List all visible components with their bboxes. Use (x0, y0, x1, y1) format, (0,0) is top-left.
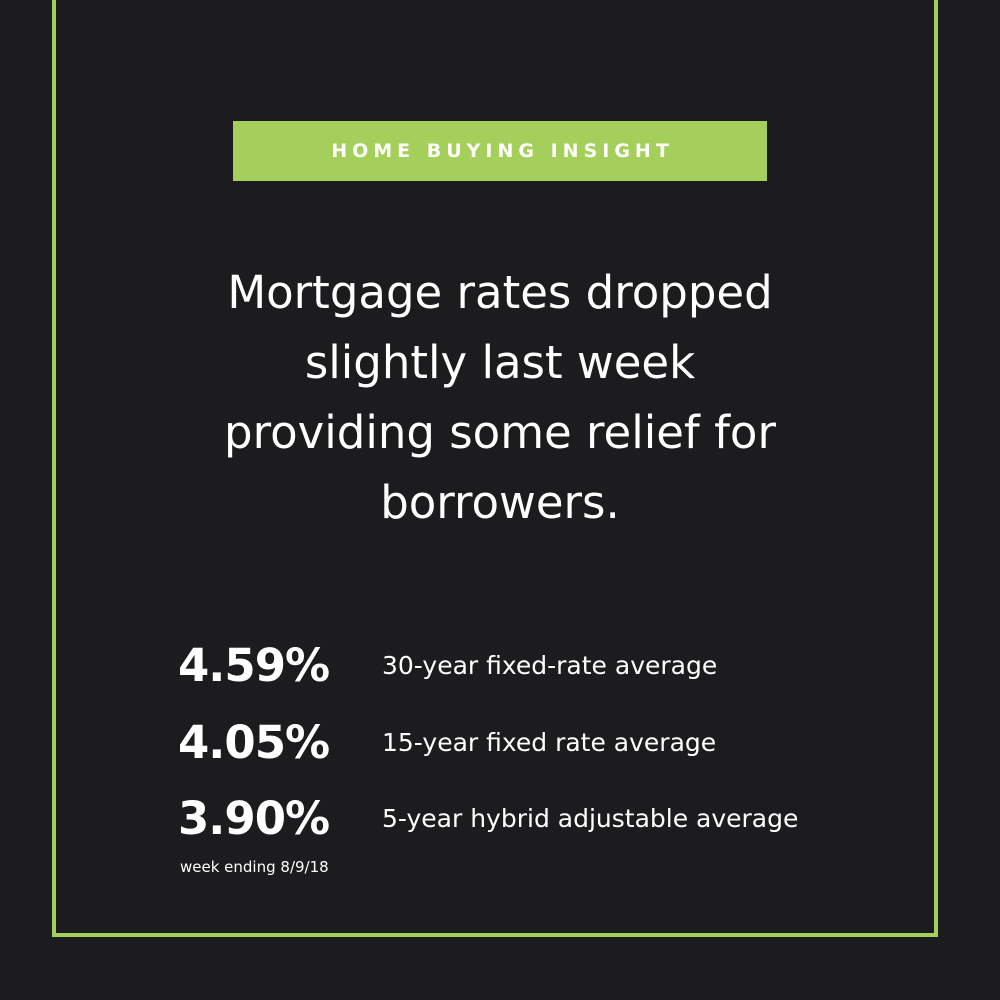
rate-row-15-year: 4.05% 15-year fixed rate average (178, 715, 898, 775)
headline-line: borrowers. (380, 476, 620, 529)
date-footnote: week ending 8/9/18 (180, 858, 329, 876)
category-badge-label: HOME BUYING INSIGHT (331, 140, 674, 162)
rate-value: 4.59% (178, 639, 330, 692)
rate-label: 30-year fixed-rate average (382, 651, 718, 680)
headline-line: Mortgage rates dropped (227, 266, 773, 319)
rate-value: 3.90% (178, 792, 330, 845)
headline-line: slightly last week (304, 336, 696, 389)
rate-label: 15-year fixed rate average (382, 728, 717, 757)
headline: Mortgage rates dropped slightly last wee… (100, 258, 900, 538)
accent-border-frame (52, 0, 938, 937)
rate-row-5-year-hybrid: 3.90% 5-year hybrid adjustable average (178, 791, 898, 851)
rate-row-30-year: 4.59% 30-year fixed-rate average (178, 638, 898, 698)
category-badge: HOME BUYING INSIGHT (233, 121, 767, 181)
rate-value: 4.05% (178, 716, 330, 769)
rate-label: 5-year hybrid adjustable average (382, 804, 799, 833)
headline-line: providing some relief for (224, 406, 776, 459)
